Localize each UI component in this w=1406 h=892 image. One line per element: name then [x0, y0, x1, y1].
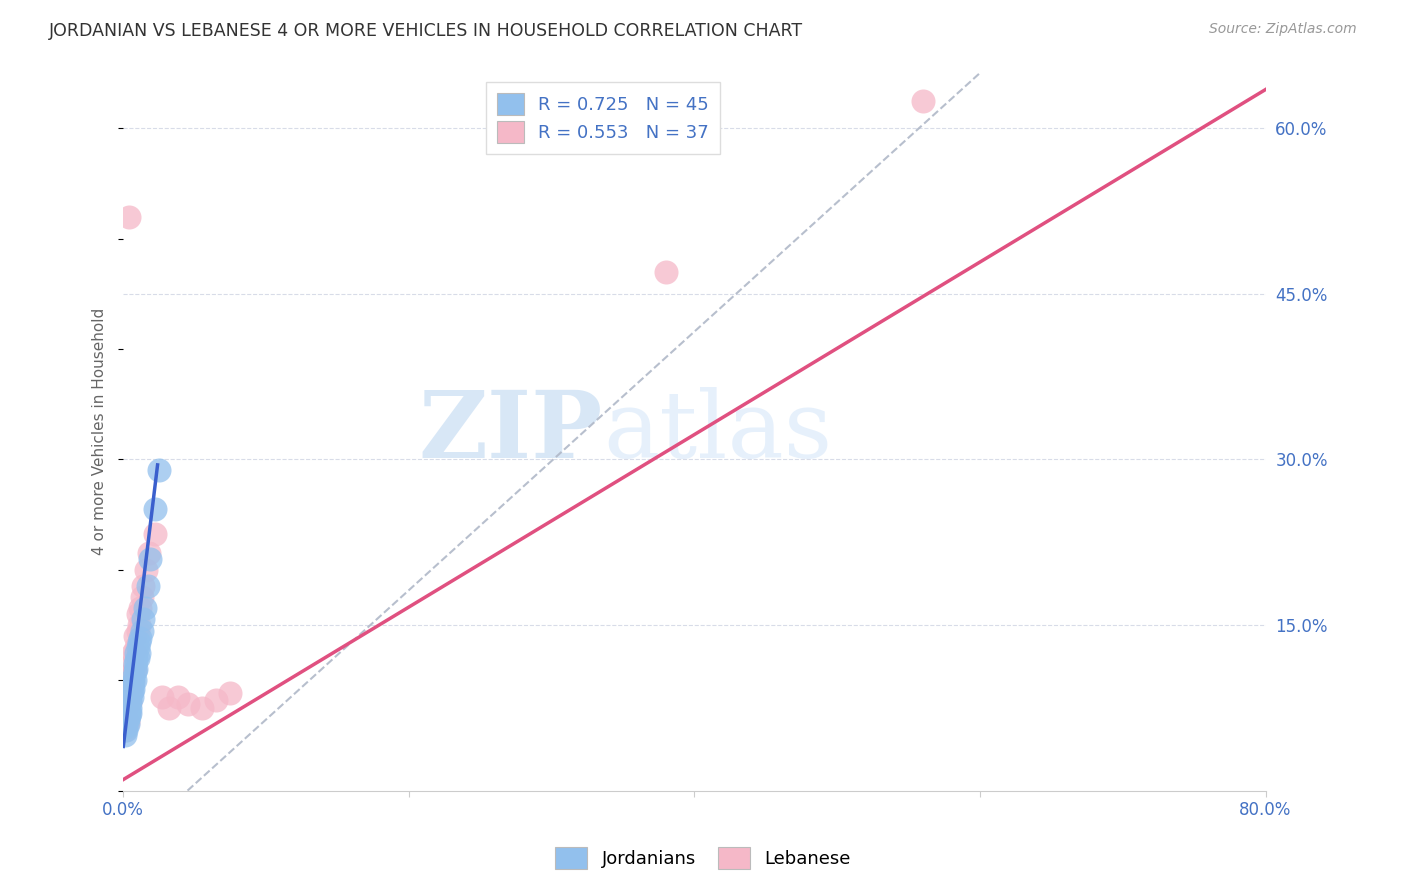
Point: [115, 715, 138, 730]
Point: [122, 675, 145, 690]
Point: [124, 646, 146, 660]
Point: [115, 720, 138, 734]
Point: [125, 646, 148, 660]
Point: [125, 662, 148, 676]
Point: [122, 681, 145, 696]
Point: [118, 210, 141, 224]
Point: [121, 690, 143, 704]
Point: [143, 502, 166, 516]
Point: [132, 579, 155, 593]
Point: [118, 708, 141, 723]
Point: [132, 612, 155, 626]
Point: [135, 563, 157, 577]
Point: [124, 629, 146, 643]
Point: [127, 624, 149, 638]
Point: [117, 717, 139, 731]
Point: [120, 681, 142, 696]
Point: [114, 717, 136, 731]
Point: [117, 695, 139, 709]
Point: [138, 546, 160, 560]
Point: [117, 712, 139, 726]
Point: [911, 94, 934, 108]
Point: [124, 673, 146, 688]
Point: [120, 667, 142, 681]
Point: [139, 551, 162, 566]
Point: [118, 679, 141, 693]
Point: [128, 646, 150, 660]
Point: [117, 700, 139, 714]
Point: [131, 591, 153, 605]
Point: [122, 665, 145, 679]
Y-axis label: 4 or more Vehicles in Household: 4 or more Vehicles in Household: [93, 308, 107, 556]
Point: [128, 634, 150, 648]
Point: [115, 712, 138, 726]
Point: [122, 646, 145, 660]
Point: [121, 675, 143, 690]
Point: [157, 700, 180, 714]
Point: [121, 684, 143, 698]
Point: [120, 690, 142, 704]
Point: [125, 653, 148, 667]
Point: [129, 601, 152, 615]
Point: [127, 651, 149, 665]
Point: [148, 463, 170, 477]
Point: [120, 684, 142, 698]
Point: [114, 728, 136, 742]
Text: Source: ZipAtlas.com: Source: ZipAtlas.com: [1209, 22, 1357, 37]
Point: [115, 708, 138, 723]
Legend: R = 0.725   N = 45, R = 0.553   N = 37: R = 0.725 N = 45, R = 0.553 N = 37: [486, 82, 720, 154]
Point: [166, 690, 188, 704]
Point: [120, 695, 142, 709]
Point: [118, 704, 141, 718]
Point: [124, 657, 146, 671]
Point: [131, 624, 153, 638]
Point: [118, 706, 141, 721]
Point: [115, 723, 138, 737]
Point: [655, 265, 678, 279]
Point: [121, 679, 143, 693]
Point: [118, 693, 141, 707]
Point: [127, 607, 149, 621]
Point: [117, 715, 139, 730]
Point: [125, 640, 148, 654]
Point: [120, 695, 142, 709]
Text: ZIP: ZIP: [419, 387, 603, 477]
Point: [127, 640, 149, 654]
Point: [191, 700, 214, 714]
Point: [122, 671, 145, 685]
Point: [120, 706, 142, 721]
Point: [219, 686, 242, 700]
Point: [136, 579, 159, 593]
Text: JORDANIAN VS LEBANESE 4 OR MORE VEHICLES IN HOUSEHOLD CORRELATION CHART: JORDANIAN VS LEBANESE 4 OR MORE VEHICLES…: [49, 22, 803, 40]
Point: [120, 700, 142, 714]
Point: [205, 693, 228, 707]
Point: [134, 601, 156, 615]
Point: [129, 632, 152, 646]
Point: [124, 662, 146, 676]
Point: [176, 698, 198, 712]
Point: [124, 665, 146, 679]
Point: [117, 693, 139, 707]
Legend: Jordanians, Lebanese: Jordanians, Lebanese: [546, 838, 860, 879]
Point: [115, 700, 138, 714]
Point: [128, 618, 150, 632]
Point: [118, 698, 141, 712]
Point: [117, 706, 139, 721]
Point: [143, 527, 166, 541]
Point: [150, 690, 173, 704]
Point: [114, 712, 136, 726]
Point: [114, 723, 136, 737]
Point: [121, 657, 143, 671]
Text: atlas: atlas: [603, 387, 832, 477]
